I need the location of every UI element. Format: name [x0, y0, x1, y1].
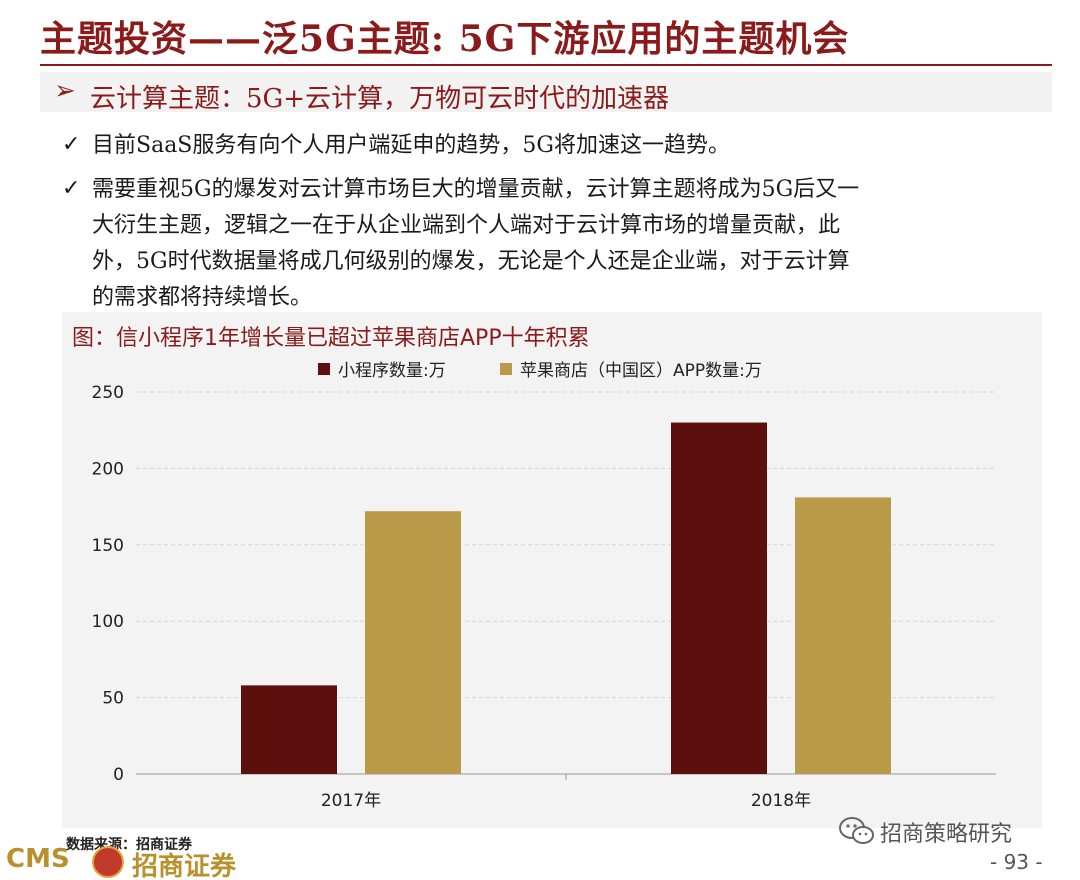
x-tick-label: 2018年 [751, 791, 811, 811]
y-tick-label: 250 [92, 383, 124, 403]
y-tick-label: 150 [92, 536, 124, 556]
page-title: 主题投资——泛5G主题: 5G下游应用的主题机会 [40, 18, 850, 60]
y-tick-label: 200 [92, 459, 124, 479]
y-tick-label: 0 [113, 765, 124, 785]
title-divider [40, 64, 1052, 66]
y-tick-label: 100 [92, 612, 124, 632]
x-tick-label: 2017年 [321, 791, 381, 811]
bar-appstore-0 [365, 511, 461, 774]
company-name: 招商证券 [132, 852, 237, 880]
page-number: - 93 - [990, 850, 1043, 874]
bar-appstore-1 [795, 497, 891, 774]
bullet-text-2: 需要重视5G的爆发对云计算市场巨大的增量贡献，云计算主题将成为5G后又一大衍生主… [92, 177, 860, 310]
company-logo-icon [92, 846, 124, 878]
legend-item-appstore: 苹果商店（中国区）APP数量:万 [500, 356, 762, 381]
chart-title: 图：信小程序1年增长量已超过苹果商店APP十年积累 [72, 326, 590, 351]
bar-miniprogram-0 [241, 685, 337, 774]
bar-chart: 0 50 100 150 200 250 2017年 2018年 [92, 383, 996, 811]
subtitle-banner [40, 72, 1052, 112]
legend-label: 苹果商店（中国区）APP数量:万 [520, 361, 762, 381]
bullet-text-1: 目前SaaS服务有向个人用户端延申的趋势，5G将加速这一趋势。 [92, 133, 730, 158]
legend-item-miniprogram: 小程序数量:万 [318, 356, 446, 381]
arrow-marker-icon: ➢ [54, 76, 76, 106]
y-tick-label: 50 [102, 689, 124, 709]
bar-miniprogram-1 [671, 422, 767, 774]
wechat-watermark: 招商策略研究 [880, 822, 1013, 847]
legend-swatch [500, 362, 512, 375]
legend-label: 小程序数量:万 [338, 361, 446, 381]
checkmark-icon: ✓ [62, 176, 81, 201]
wechat-icon [839, 817, 874, 844]
checkmark-icon: ✓ [62, 132, 81, 157]
company-logo-text: CMS [6, 844, 70, 874]
legend-swatch [318, 362, 330, 375]
section-subtitle: 云计算主题：5G+云计算，万物可云时代的加速器 [90, 84, 670, 114]
